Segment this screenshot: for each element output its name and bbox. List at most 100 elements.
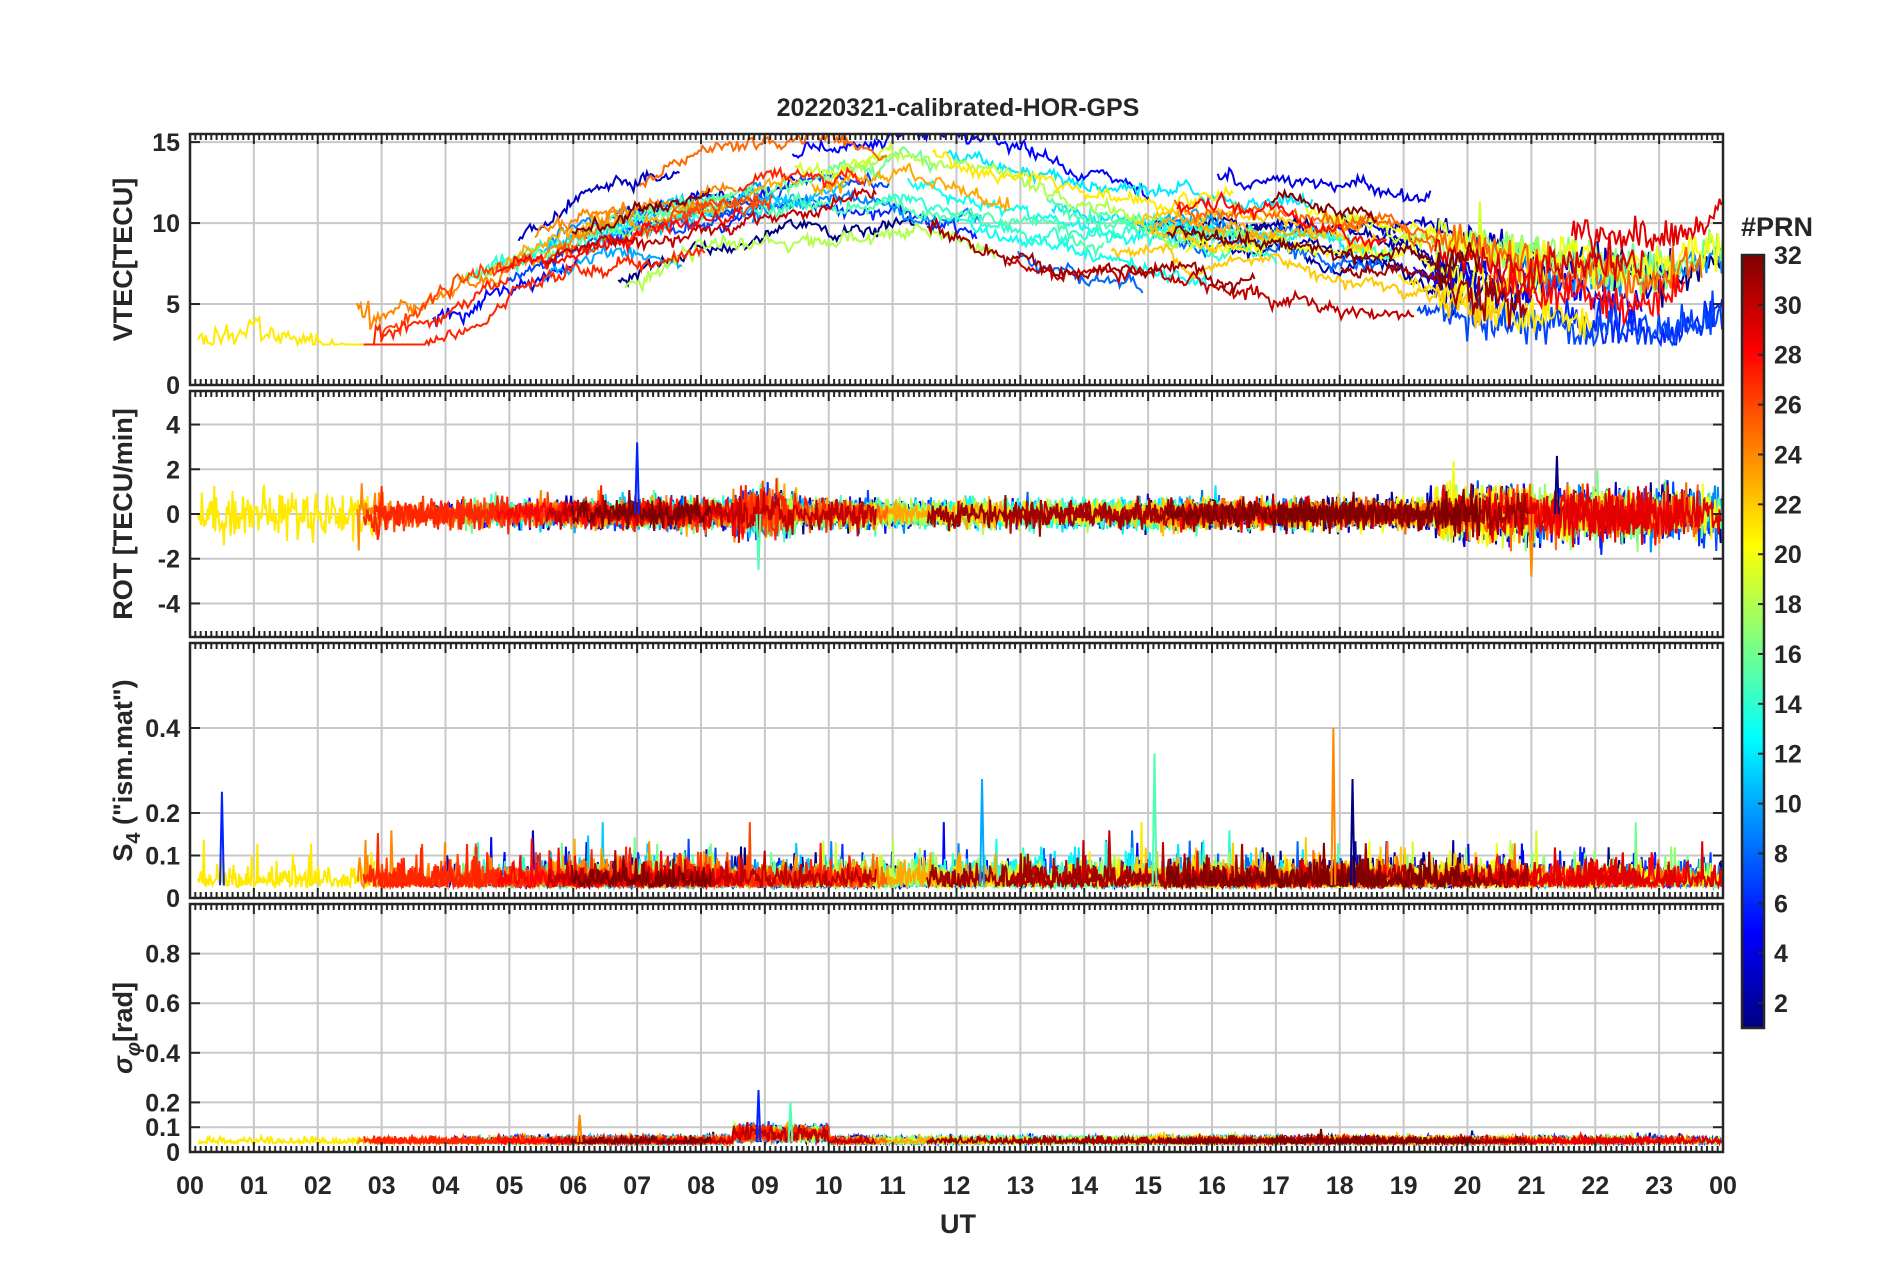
- prn-series-line: [363, 246, 706, 347]
- prn-series-line: [624, 221, 997, 294]
- prn-series-line: [1571, 1132, 1723, 1147]
- prn-series-line: [1270, 1133, 1377, 1147]
- y-tick-label: 0.4: [145, 715, 180, 743]
- x-tick-label: 20: [1454, 1172, 1482, 1200]
- sigma-phi-panel: 00.10.2 0.4 0.6 0.8 σφ[rad]: [108, 902, 1725, 1167]
- prn-series-line: [545, 1121, 876, 1147]
- prn-series-line: [570, 1133, 712, 1147]
- spike-mark: [1330, 727, 1337, 886]
- s4-ytick-labels: 0 0.1 0.2 0.4: [145, 715, 180, 913]
- prn-series-line: [874, 192, 1278, 265]
- prn-series-line: [1184, 234, 1545, 303]
- prn-series-line: [432, 258, 579, 328]
- prn-series-line: [1340, 261, 1528, 329]
- y-tick-label: 0.2: [145, 1089, 180, 1117]
- x-tick-labels: 00 01 02 03 04 05 06 07 08 09 10 11 12 13 14 15 16 17 18 19…: [176, 1172, 1737, 1200]
- prn-series-line: [570, 855, 712, 890]
- colorbar-tick-label: 28: [1774, 342, 1802, 370]
- prn-series-line: [534, 181, 737, 239]
- sigma-phi-grid: [190, 904, 1723, 1152]
- spike-mark: [1528, 513, 1535, 577]
- x-tick-label: 11: [879, 1172, 906, 1200]
- prn-series-line: [1045, 197, 1147, 235]
- prn-series-line: [926, 216, 1256, 297]
- prn-series-line: [1176, 190, 1388, 251]
- prn-series-line: [1570, 841, 1723, 891]
- spike-mark: [634, 442, 641, 515]
- prn-series-line: [197, 839, 376, 890]
- s4-series: [197, 727, 1723, 892]
- y-tick-label: 2: [166, 456, 180, 484]
- prn-series-line: [372, 486, 509, 541]
- y-tick-label: 0: [166, 501, 180, 529]
- vtec-y-axis-label: VTEC[TECU]: [108, 178, 138, 342]
- y-tick-label: 0.4: [145, 1040, 180, 1068]
- y-tick-label: 5: [166, 291, 180, 319]
- prn-series-line: [750, 190, 1105, 259]
- prn-series-line: [617, 215, 916, 289]
- spike-mark: [1554, 455, 1560, 515]
- spike-mark: [1151, 753, 1158, 886]
- prn-series-line: [1397, 273, 1593, 340]
- x-tick-label: 07: [623, 1172, 651, 1200]
- y-tick-label: 0.2: [145, 800, 180, 828]
- vtec-panel: 0 5 10 15 VTEC[TECU]: [108, 129, 1725, 400]
- x-tick-label: 02: [304, 1172, 332, 1200]
- prn-series-line: [1166, 225, 1480, 290]
- y-tick-label: -2: [158, 546, 180, 574]
- prn-series-line: [1017, 250, 1144, 294]
- prn-series-line: [1271, 187, 1378, 224]
- spike-mark: [576, 1114, 583, 1143]
- colorbar-tick-label: 12: [1774, 741, 1802, 769]
- x-tick-label: 13: [1006, 1172, 1034, 1200]
- y-tick-label: 0: [166, 885, 180, 913]
- y-tick-label: 10: [152, 210, 180, 238]
- colorbar-tick-label: 24: [1774, 441, 1802, 469]
- y-tick-label: 0: [166, 1139, 180, 1167]
- y-tick-label: 0.1: [145, 1114, 180, 1142]
- y-tick-label: 0.1: [145, 843, 180, 871]
- x-tick-label: 00: [176, 1172, 204, 1200]
- sigma-phi-series: [197, 1089, 1723, 1148]
- y-tick-label: -4: [158, 590, 180, 618]
- x-tick-label: 21: [1517, 1172, 1545, 1200]
- x-tick-label: 17: [1262, 1172, 1290, 1200]
- prn-series-line: [1110, 243, 1502, 329]
- prn-series-line: [545, 186, 877, 266]
- rot-ytick-labels: -4 -2 0 2 4: [158, 412, 180, 619]
- colorbar-tick-label: 10: [1774, 791, 1802, 819]
- sigma-phi-ticks: [189, 904, 1724, 1153]
- y-tick-label: 4: [166, 412, 180, 440]
- spike-mark: [219, 791, 225, 886]
- y-tick-label: 0: [166, 372, 180, 400]
- colorbar-tick-label: 16: [1774, 641, 1802, 669]
- x-tick-label: 00: [1709, 1172, 1737, 1200]
- colorbar-tick-label: 6: [1774, 890, 1788, 918]
- prn-series-line: [355, 201, 627, 330]
- x-tick-label: 10: [815, 1172, 843, 1200]
- prn-series-line: [543, 242, 683, 283]
- prn-series-line: [673, 194, 774, 223]
- prn-series-line: [488, 175, 801, 276]
- colorbar-tick-label: 32: [1774, 242, 1802, 270]
- vtec-ytick-labels: 0 5 10 15: [152, 129, 180, 400]
- colorbar-tick-label: 20: [1774, 541, 1802, 569]
- x-tick-label: 23: [1645, 1172, 1673, 1200]
- spike-mark: [787, 1102, 794, 1143]
- prn-series-line: [1570, 198, 1723, 256]
- chart-title: 20220321-calibrated-HOR-GPS: [777, 94, 1140, 122]
- vtec-series: [197, 134, 1723, 348]
- prn-series-line: [197, 314, 375, 348]
- sigma-phi-ylabel-main: σ: [108, 1055, 138, 1074]
- prn-series-line: [1216, 166, 1432, 204]
- rot-y-axis-label: ROT [TECU/min]: [108, 408, 138, 619]
- spike-mark: [1349, 778, 1356, 886]
- spike-mark: [979, 778, 985, 886]
- prn-series-line: [1488, 485, 1687, 546]
- x-axis-label: UT: [940, 1209, 976, 1239]
- y-tick-label: 15: [152, 129, 180, 157]
- prn-series-line: [1416, 290, 1723, 348]
- s4-ylabel-main: S: [108, 844, 138, 862]
